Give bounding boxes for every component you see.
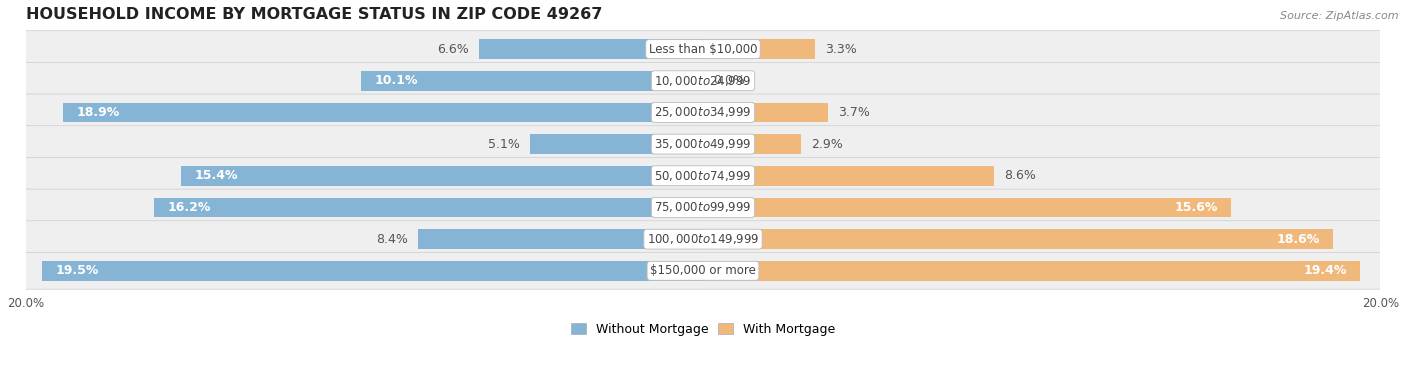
Bar: [703, 229, 1333, 249]
Text: 19.5%: 19.5%: [56, 264, 100, 277]
Bar: [530, 134, 703, 154]
Legend: Without Mortgage, With Mortgage: Without Mortgage, With Mortgage: [565, 318, 841, 341]
Text: Source: ZipAtlas.com: Source: ZipAtlas.com: [1281, 11, 1399, 21]
Bar: [703, 103, 828, 122]
Text: 15.6%: 15.6%: [1174, 201, 1218, 214]
FancyBboxPatch shape: [6, 31, 1400, 67]
Bar: [703, 134, 801, 154]
Text: 18.9%: 18.9%: [76, 106, 120, 119]
Text: 2.9%: 2.9%: [811, 138, 844, 150]
Text: 6.6%: 6.6%: [437, 43, 470, 55]
Text: 16.2%: 16.2%: [167, 201, 211, 214]
Text: $100,000 to $149,999: $100,000 to $149,999: [647, 232, 759, 246]
Text: 8.6%: 8.6%: [1004, 169, 1036, 182]
FancyBboxPatch shape: [6, 126, 1400, 162]
FancyBboxPatch shape: [6, 62, 1400, 99]
Text: 15.4%: 15.4%: [195, 169, 239, 182]
Text: 8.4%: 8.4%: [377, 233, 408, 246]
Bar: [703, 261, 1360, 280]
Text: $35,000 to $49,999: $35,000 to $49,999: [654, 137, 752, 151]
Text: 19.4%: 19.4%: [1303, 264, 1347, 277]
Text: 3.3%: 3.3%: [825, 43, 856, 55]
Text: 5.1%: 5.1%: [488, 138, 520, 150]
Bar: [181, 166, 703, 185]
Text: 18.6%: 18.6%: [1277, 233, 1319, 246]
Bar: [361, 71, 703, 90]
Bar: [419, 229, 703, 249]
Text: $25,000 to $34,999: $25,000 to $34,999: [654, 106, 752, 120]
FancyBboxPatch shape: [6, 221, 1400, 257]
Text: 0.0%: 0.0%: [713, 74, 745, 87]
Text: 3.7%: 3.7%: [838, 106, 870, 119]
Bar: [703, 166, 994, 185]
Text: $10,000 to $24,999: $10,000 to $24,999: [654, 74, 752, 88]
FancyBboxPatch shape: [6, 94, 1400, 131]
Bar: [703, 39, 815, 59]
Text: $150,000 or more: $150,000 or more: [650, 264, 756, 277]
Text: $75,000 to $99,999: $75,000 to $99,999: [654, 201, 752, 215]
Bar: [479, 39, 703, 59]
Text: $50,000 to $74,999: $50,000 to $74,999: [654, 169, 752, 183]
Bar: [703, 198, 1232, 217]
FancyBboxPatch shape: [6, 158, 1400, 194]
Text: Less than $10,000: Less than $10,000: [648, 43, 758, 55]
Bar: [155, 198, 703, 217]
Bar: [63, 103, 703, 122]
Text: HOUSEHOLD INCOME BY MORTGAGE STATUS IN ZIP CODE 49267: HOUSEHOLD INCOME BY MORTGAGE STATUS IN Z…: [25, 7, 602, 22]
Bar: [42, 261, 703, 280]
Text: 10.1%: 10.1%: [374, 74, 418, 87]
FancyBboxPatch shape: [6, 253, 1400, 289]
FancyBboxPatch shape: [6, 189, 1400, 226]
